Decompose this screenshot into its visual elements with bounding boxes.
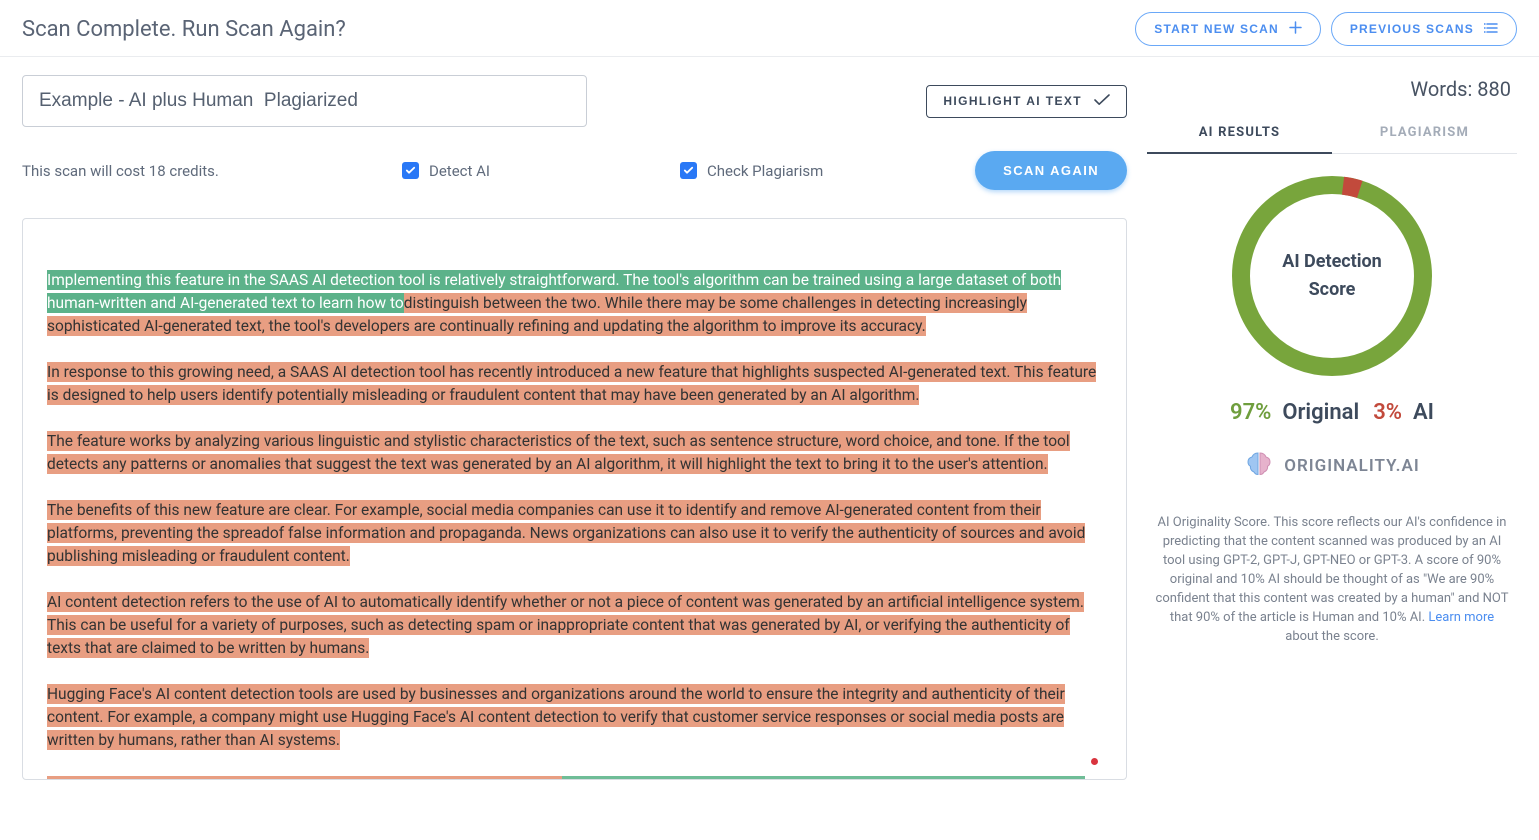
content-paragraph: The benefits of this new feature are cle…	[47, 499, 1102, 568]
content-paragraph: One of the main use cases for this featu…	[47, 775, 1102, 780]
ai-word: AI	[1413, 400, 1434, 425]
highlight-ai-toggle[interactable]: HIGHLIGHT AI TEXT	[926, 85, 1127, 118]
original-word: Original	[1282, 400, 1359, 425]
start-new-scan-button[interactable]: START NEW SCAN	[1135, 12, 1321, 46]
highlight-span: AI content detection refers to the use o…	[47, 592, 1084, 658]
list-icon	[1484, 22, 1498, 37]
previous-scans-label: PREVIOUS SCANS	[1350, 22, 1474, 36]
brain-icon	[1244, 451, 1274, 481]
content-paragraph: The feature works by analyzing various l…	[47, 430, 1102, 476]
highlight-toggle-label: HIGHLIGHT AI TEXT	[943, 94, 1082, 108]
checkbox-icon	[402, 162, 419, 179]
brand-text: ORIGINALITY.AI	[1284, 456, 1420, 476]
highlight-span: Hugging Face's AI content detection tool…	[47, 684, 1065, 750]
score-description: AI Originality Score. This score reflect…	[1147, 513, 1517, 646]
detect-ai-label: Detect AI	[429, 162, 490, 180]
indicator-dot	[1091, 758, 1098, 765]
start-new-scan-label: START NEW SCAN	[1154, 22, 1279, 36]
brand-logo: ORIGINALITY.AI	[1244, 451, 1420, 481]
scan-title-input[interactable]	[22, 75, 587, 127]
ai-pct: 3%	[1373, 400, 1402, 425]
check-plagiarism-checkbox[interactable]: Check Plagiarism	[680, 162, 823, 180]
content-paragraph: AI content detection refers to the use o…	[47, 591, 1102, 660]
highlight-span: The feature works by analyzing various l…	[47, 431, 1070, 474]
checkbox-icon	[680, 162, 697, 179]
page-title: Scan Complete. Run Scan Again?	[22, 17, 346, 42]
detect-ai-checkbox[interactable]: Detect AI	[402, 162, 490, 180]
check-icon	[1094, 94, 1110, 109]
highlight-span: using the feature, companies can quickly…	[562, 776, 1086, 780]
plus-icon	[1289, 21, 1302, 37]
tab-ai-results[interactable]: AI RESULTS	[1147, 115, 1332, 154]
credit-cost-text: This scan will cost 18 credits.	[22, 162, 372, 180]
score-summary: 97% Original 3% AI	[1147, 400, 1517, 425]
check-plagiarism-label: Check Plagiarism	[707, 162, 823, 180]
content-paragraph: Hugging Face's AI content detection tool…	[47, 683, 1102, 752]
previous-scans-button[interactable]: PREVIOUS SCANS	[1331, 12, 1517, 46]
content-paragraph: In response to this growing need, a SAAS…	[47, 361, 1102, 407]
original-pct: 97%	[1230, 400, 1271, 425]
highlight-span: In response to this growing need, a SAAS…	[47, 362, 1096, 405]
scan-again-button[interactable]: SCAN AGAIN	[975, 151, 1127, 190]
tab-plagiarism[interactable]: PLAGIARISM	[1332, 115, 1517, 153]
learn-more-link[interactable]: Learn more	[1428, 610, 1494, 625]
donut-center-label: AI Detection Score	[1282, 248, 1382, 304]
highlight-span: The benefits of this new feature are cle…	[47, 500, 1085, 566]
scanned-content-area[interactable]: Implementing this feature in the SAAS AI…	[22, 218, 1127, 780]
highlight-span: One of the main use cases for this featu…	[47, 776, 562, 780]
word-count: Words: 880	[1147, 77, 1517, 101]
content-paragraph: Implementing this feature in the SAAS AI…	[47, 269, 1102, 338]
